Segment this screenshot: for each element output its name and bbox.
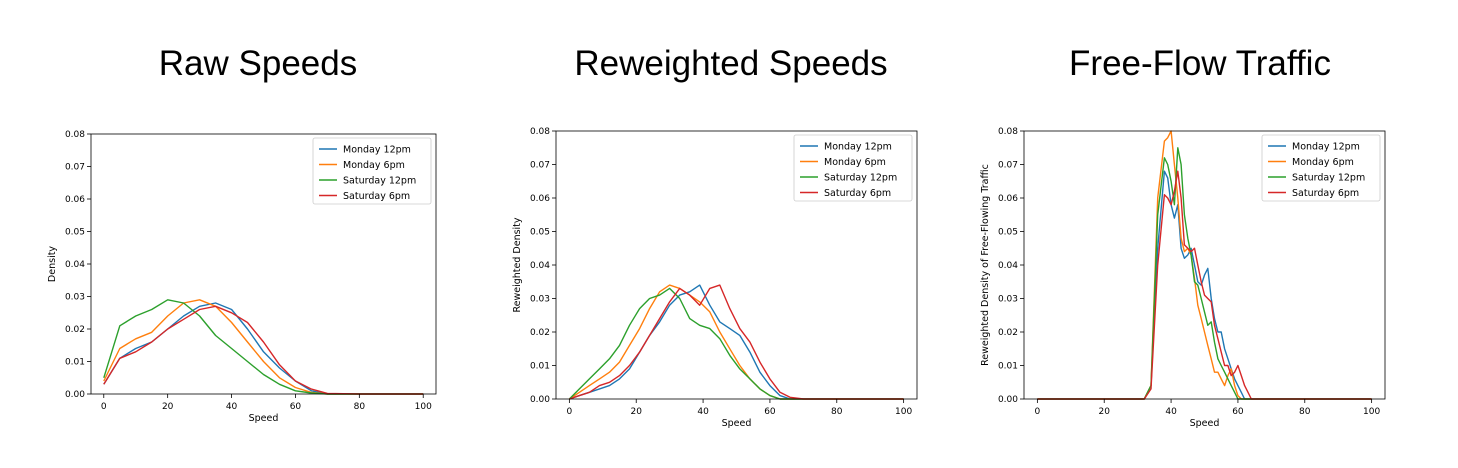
panel-title-reweighted-speeds: Reweighted Speeds [574, 44, 888, 83]
chart-2: 0 20 40 60 80 100 0.00 0.01 0.02 0.03 0.04 0.05 0.06… [512, 127, 918, 429]
legend-label-3: Saturday 12pm [343, 176, 416, 187]
x-tick-label: 100 [415, 402, 432, 412]
y-tick-label: 0.00 [530, 395, 550, 405]
y-tick-label: 0.05 [530, 228, 550, 238]
y-tick-label: 0.07 [998, 161, 1018, 171]
legend-label-2: Monday 6pm [343, 160, 405, 171]
y-tick-label: 0.06 [65, 195, 85, 205]
legend-label-1: Monday 12pm [343, 145, 411, 156]
y-tick-label: 0.08 [530, 127, 550, 137]
x-axis-label: Speed [1190, 418, 1220, 429]
x-tick-label: 80 [354, 402, 366, 412]
y-tick-label: 0.03 [65, 293, 85, 303]
x-tick-label: 40 [1165, 407, 1177, 417]
legend-label-1: Monday 12pm [1292, 142, 1360, 153]
x-tick-label: 60 [764, 407, 776, 417]
series-line-2 [103, 299, 424, 395]
y-tick-label: 0.01 [65, 358, 85, 368]
legend-label-2: Monday 6pm [824, 157, 886, 168]
y-tick-label: 0.03 [530, 295, 550, 305]
legend-label-4: Saturday 6pm [1292, 188, 1359, 199]
y-tick-label: 0.04 [65, 260, 85, 270]
y-tick-label: 0.04 [530, 261, 550, 271]
y-tick-label: 0.05 [65, 228, 85, 238]
x-tick-label: 20 [630, 407, 642, 417]
y-axis-label: Density [47, 246, 58, 282]
y-tick-label: 0.07 [530, 161, 550, 171]
series-line-4 [1037, 170, 1372, 400]
legend: Monday 12pm Monday 6pm Saturday 12pm Saturd… [1261, 134, 1381, 202]
x-tick-label: 80 [831, 407, 843, 417]
series-line-1 [569, 284, 904, 400]
x-tick-label: 20 [1098, 407, 1110, 417]
y-axis-label: Reweighted Density [512, 217, 523, 312]
y-axis-label: Reweighted Density of Free-Flowing Traff… [980, 164, 991, 366]
y-tick-label: 0.05 [998, 228, 1018, 238]
panel-title-raw-speeds: Raw Speeds [158, 44, 358, 83]
y-tick-label: 0.08 [998, 127, 1018, 137]
x-tick-label: 40 [226, 402, 238, 412]
x-tick-label: 0 [1035, 407, 1041, 417]
legend: Monday 12pm Monday 6pm Saturday 12pm Saturd… [793, 134, 913, 202]
chart-3: 0 20 40 60 80 100 0.00 0.01 0.02 0.03 0.04 0.05 0.06… [980, 127, 1386, 429]
series-line-3 [103, 299, 424, 395]
y-tick-label: 0.00 [65, 390, 85, 400]
x-axis-label: Speed [722, 418, 752, 429]
x-axis-label: Speed [249, 413, 279, 424]
x-tick-label: 40 [697, 407, 709, 417]
y-tick-label: 0.02 [998, 328, 1018, 338]
y-tick-label: 0.06 [998, 194, 1018, 204]
panel-title-free-flow-traffic: Free-Flow Traffic [1069, 44, 1331, 83]
series-line-4 [569, 284, 904, 400]
x-tick-label: 0 [567, 407, 573, 417]
legend-label-2: Monday 6pm [1292, 157, 1354, 168]
legend-label-1: Monday 12pm [824, 142, 892, 153]
x-tick-label: 60 [290, 402, 302, 412]
y-tick-label: 0.06 [530, 194, 550, 204]
legend-label-4: Saturday 6pm [824, 188, 891, 199]
x-tick-label: 80 [1299, 407, 1311, 417]
y-tick-label: 0.02 [65, 325, 85, 335]
series-line-2 [569, 284, 904, 400]
legend-box [1261, 134, 1381, 202]
legend: Monday 12pm Monday 6pm Saturday 12pm Saturd… [312, 137, 432, 205]
y-tick-label: 0.00 [998, 395, 1018, 405]
y-tick-label: 0.03 [998, 295, 1018, 305]
y-tick-label: 0.01 [998, 362, 1018, 372]
y-tick-label: 0.04 [998, 261, 1018, 271]
y-tick-label: 0.01 [530, 362, 550, 372]
x-tick-label: 60 [1232, 407, 1244, 417]
legend-box [793, 134, 913, 202]
series-line-1 [103, 302, 424, 395]
series-line-3 [568, 287, 904, 400]
y-tick-label: 0.08 [65, 130, 85, 140]
y-tick-label: 0.02 [530, 328, 550, 338]
chart-1: 0 20 40 60 80 100 0.00 0.01 0.02 0.03 0.04 0.05 0.06… [47, 130, 437, 424]
legend-box [312, 137, 432, 205]
x-tick-label: 20 [162, 402, 174, 412]
legend-label-4: Saturday 6pm [343, 191, 410, 202]
y-tick-label: 0.07 [65, 163, 85, 173]
series-line-1 [1037, 170, 1372, 400]
series-line-4 [103, 305, 424, 395]
x-tick-label: 100 [895, 407, 912, 417]
legend-label-3: Saturday 12pm [824, 173, 897, 184]
legend-label-3: Saturday 12pm [1292, 173, 1365, 184]
x-tick-label: 100 [1363, 407, 1380, 417]
x-tick-label: 0 [101, 402, 107, 412]
